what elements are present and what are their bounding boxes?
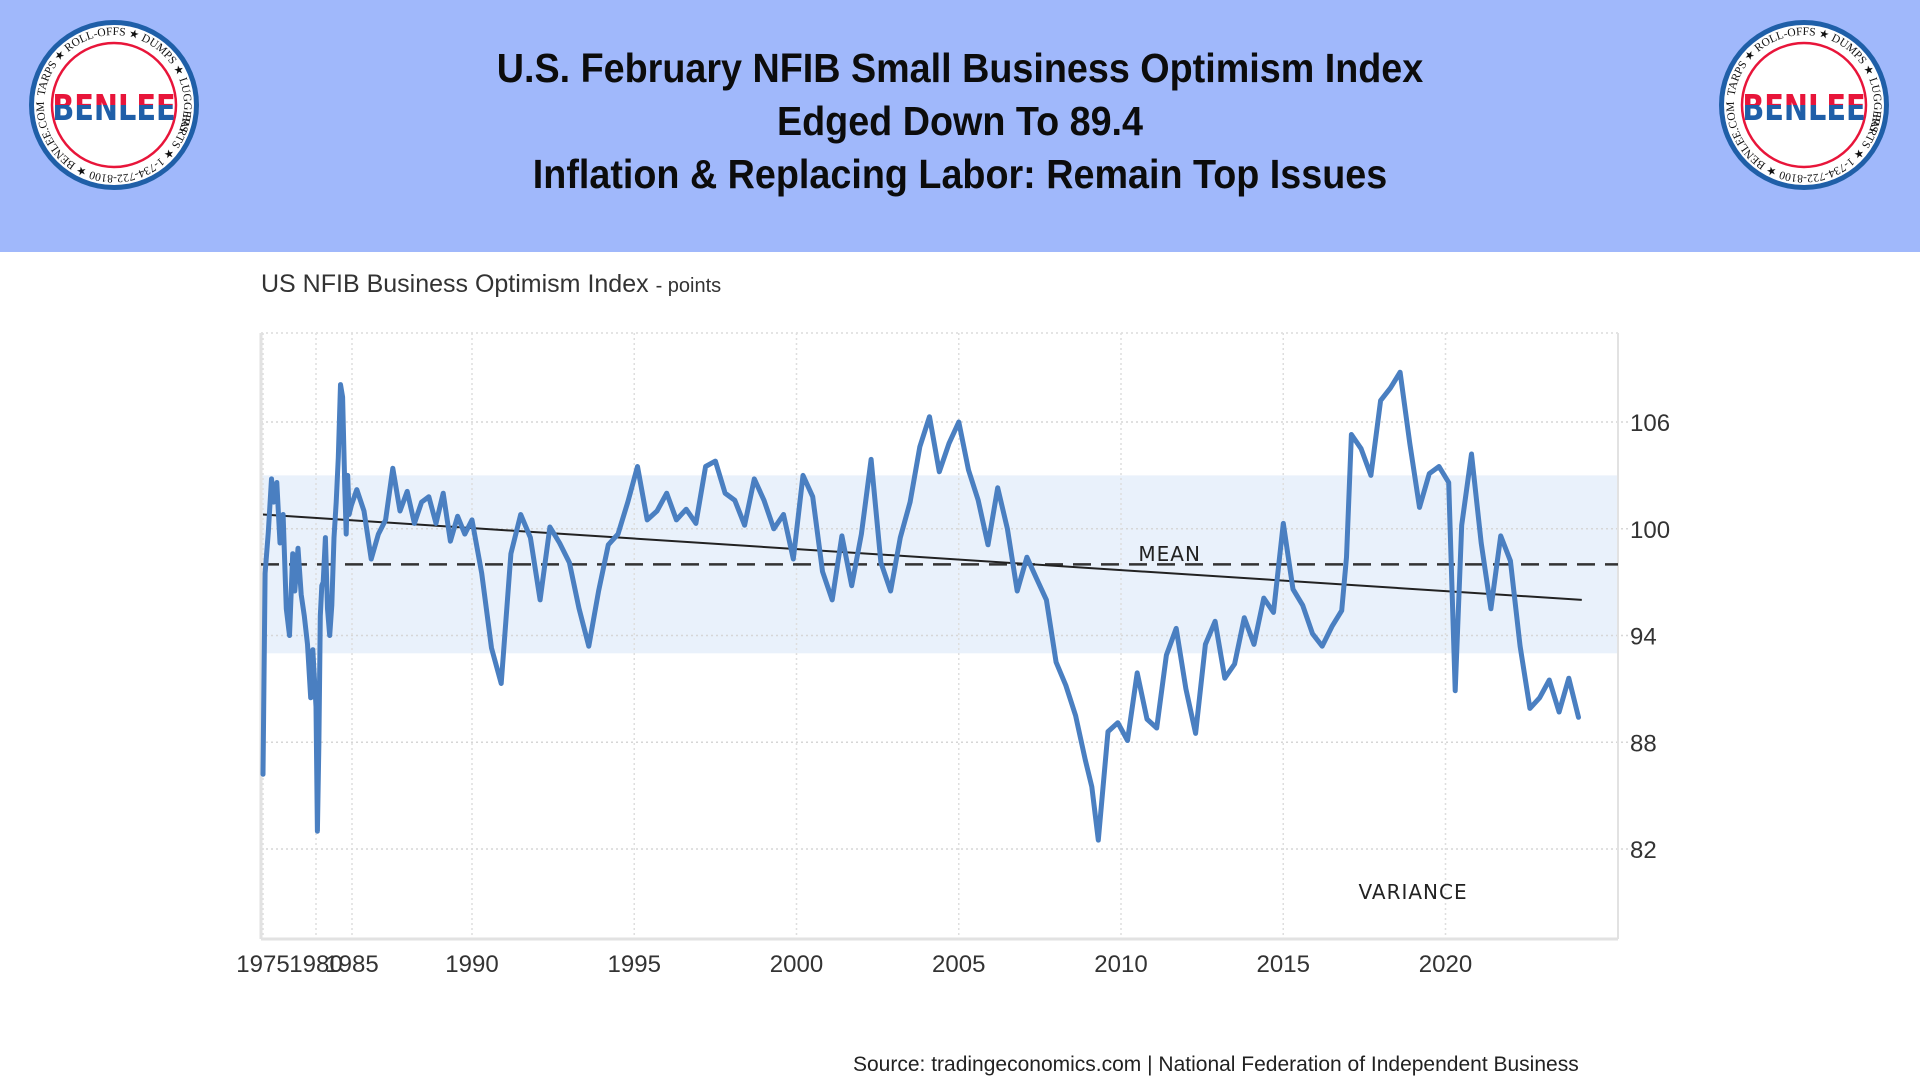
- y-tick-label: 94: [1630, 624, 1657, 651]
- header-banner: [0, 0, 1920, 252]
- x-tick-label: 1990: [445, 951, 498, 978]
- headline-line-2: Edged Down To 89.4: [776, 98, 1144, 144]
- logo-wordmark: BENLEE: [1742, 87, 1865, 129]
- logo-wordmark: BENLEE: [52, 87, 175, 129]
- x-tick-label: 2020: [1419, 951, 1472, 978]
- y-tick-label: 88: [1630, 730, 1657, 757]
- x-tick-label: 2000: [770, 951, 823, 978]
- chart-title-unit: - points: [655, 275, 722, 297]
- trend-line: [262, 513, 1582, 601]
- x-tick-label: 2005: [932, 951, 985, 978]
- chart-title-text: US NFIB Business Optimism Index: [261, 270, 649, 298]
- annotation-variance: VARIANCE: [1358, 880, 1467, 904]
- y-tick-label: 82: [1630, 837, 1657, 864]
- headline-line-3: Inflation & Replacing Labor: Remain Top …: [532, 151, 1388, 197]
- headline-line-1: U.S. February NFIB Small Business Optimi…: [496, 45, 1424, 91]
- x-tick-label: 1980: [289, 951, 342, 978]
- chart-title: US NFIB Business Optimism Index - points: [261, 270, 721, 299]
- benlee-logo-left: TARPS ★ ROLL-OFFS ★ DUMPS ★ LUGGERS PART…: [29, 20, 199, 190]
- x-tick-label: 2015: [1257, 951, 1310, 978]
- headline: U.S. February NFIB Small Business Optimi…: [330, 42, 1590, 201]
- logo-wordmark-lower: BENLEE: [52, 87, 175, 129]
- benlee-logo-right: TARPS ★ ROLL-OFFS ★ DUMPS ★ LUGGERS PART…: [1719, 20, 1889, 190]
- x-tick-label: 1975: [236, 951, 289, 978]
- x-tick-label: 1995: [608, 951, 661, 978]
- y-tick-label: 106: [1630, 410, 1670, 437]
- source-credit: Source: tradingeconomics.com | National …: [853, 1053, 1579, 1076]
- y-tick-label: 100: [1630, 517, 1670, 544]
- logo-wordmark-lower: BENLEE: [1742, 87, 1865, 129]
- x-tick-label: 2010: [1094, 951, 1147, 978]
- annotation-mean: MEAN: [1138, 542, 1201, 566]
- x-tick-label: 1985: [325, 951, 378, 978]
